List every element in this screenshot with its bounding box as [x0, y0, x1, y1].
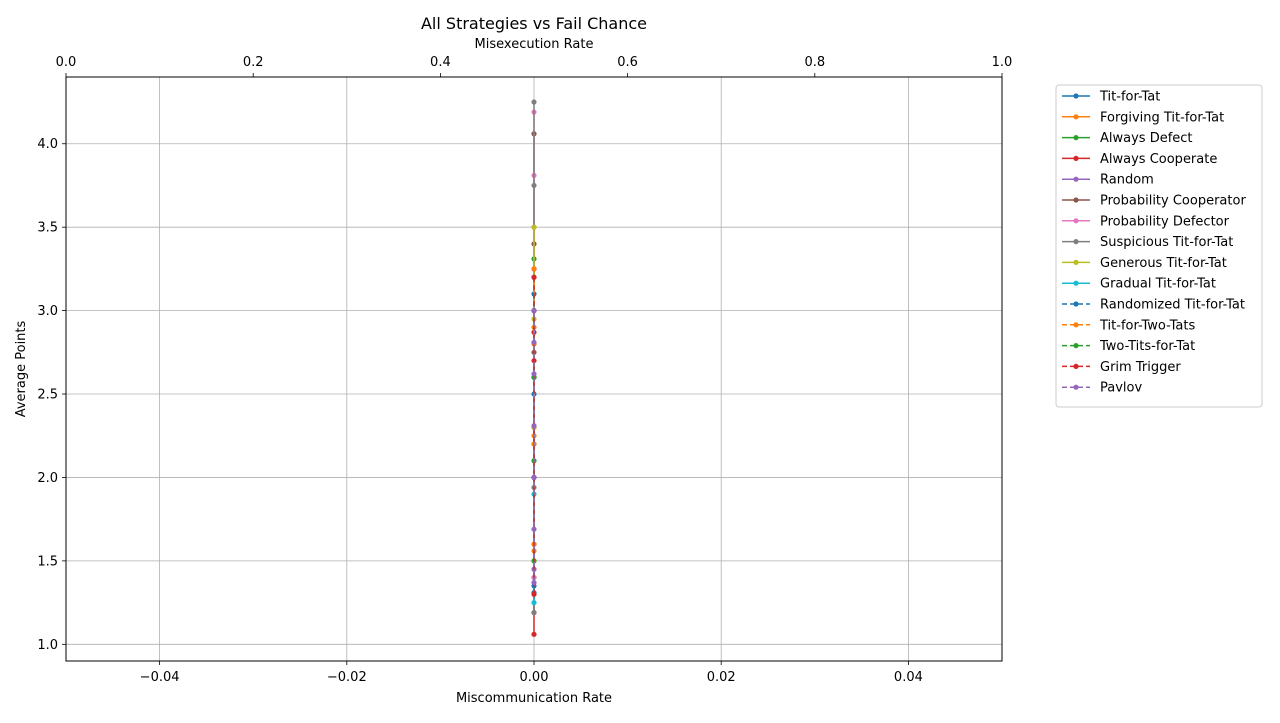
y-tick-label: 4.0 — [37, 137, 58, 152]
legend-label: Pavlov — [1100, 381, 1142, 396]
legend-item: Randomized Tit-for-Tat — [1062, 298, 1245, 313]
legend-item: Always Defect — [1062, 131, 1193, 146]
legend-marker — [1073, 343, 1079, 349]
legend-item: Two-Tits-for-Tat — [1062, 339, 1195, 354]
legend-item: Pavlov — [1062, 381, 1142, 396]
legend-marker — [1073, 363, 1079, 369]
legend-marker — [1073, 384, 1079, 390]
legend-label: Randomized Tit-for-Tat — [1100, 298, 1245, 313]
legend-label: Tit-for-Tat — [1099, 90, 1160, 105]
legend-marker — [1073, 239, 1079, 245]
legend-marker — [1073, 301, 1079, 307]
legend-label: Probability Cooperator — [1100, 194, 1246, 209]
legend-item: Generous Tit-for-Tat — [1062, 256, 1227, 271]
y-tick-label: 3.5 — [37, 221, 58, 236]
legend-marker — [1073, 259, 1079, 265]
ticks: −0.04 −0.02 0.00 0.02 0.04 0.0 0.2 0.4 0.6 0.8 1.0… — [37, 55, 1012, 685]
legend-marker — [1073, 176, 1079, 182]
legend-item: Always Cooperate — [1062, 152, 1217, 167]
top-axis-tick-label: 1.0 — [992, 55, 1013, 70]
data-point — [531, 631, 537, 637]
y-tick-label: 3.0 — [37, 304, 58, 319]
legend-item: Forgiving Tit-for-Tat — [1062, 110, 1224, 125]
data-point — [531, 579, 537, 586]
x-tick-label: 0.00 — [520, 670, 549, 685]
legend-marker — [1073, 114, 1079, 120]
y-tick-label: 2.0 — [37, 471, 58, 486]
legend-item: Random — [1062, 173, 1154, 188]
legend-item: Suspicious Tit-for-Tat — [1062, 235, 1233, 250]
data-point — [531, 423, 537, 429]
legend-label: Random — [1100, 173, 1154, 188]
data-point — [531, 339, 537, 345]
data-point — [531, 371, 537, 377]
legend-item: Grim Trigger — [1062, 360, 1181, 375]
x-axis-title: Miscommunication Rate — [456, 691, 612, 706]
x-tick-label: 0.02 — [707, 670, 736, 685]
data-point — [531, 308, 537, 314]
top-axis-tick-label: 0.4 — [430, 55, 451, 70]
legend-marker — [1073, 197, 1079, 203]
y-tick-label: 2.5 — [37, 388, 58, 403]
data-point — [531, 182, 537, 189]
series-layer — [531, 99, 537, 637]
data-point — [531, 266, 537, 272]
top-axis-tick-label: 0.6 — [617, 55, 638, 70]
legend-marker — [1073, 135, 1079, 141]
data-point — [531, 224, 537, 230]
y-tick-label: 1.0 — [37, 638, 58, 653]
legend-item: Probability Defector — [1062, 214, 1230, 229]
y-axis-title: Average Points — [14, 320, 29, 417]
data-point — [531, 600, 537, 606]
legend-item: Tit-for-Tat — [1062, 90, 1160, 105]
legend-label: Probability Defector — [1100, 214, 1230, 229]
y-tick-label: 1.5 — [37, 554, 58, 569]
legend-label: Always Defect — [1100, 131, 1193, 146]
legend-label: Tit-for-Two-Tats — [1099, 318, 1195, 333]
legend-label: Forgiving Tit-for-Tat — [1100, 110, 1224, 125]
x-tick-label: −0.02 — [327, 670, 367, 685]
series-pavlov — [531, 308, 537, 586]
legend-label: Two-Tits-for-Tat — [1099, 339, 1195, 354]
legend-label: Always Cooperate — [1100, 152, 1217, 167]
chart-title: All Strategies vs Fail Chance — [421, 14, 647, 33]
data-point — [531, 591, 537, 597]
top-axis-title: Misexecution Rate — [475, 37, 594, 52]
data-point — [531, 99, 537, 105]
legend-label: Gradual Tit-for-Tat — [1100, 277, 1216, 292]
legend-label: Generous Tit-for-Tat — [1100, 256, 1227, 271]
legend-item: Probability Cooperator — [1062, 194, 1246, 209]
legend: Tit-for-Tat Forgiving Tit-for-Tat Always D… — [1055, 84, 1263, 408]
top-axis-tick-label: 0.2 — [243, 55, 264, 70]
legend-marker — [1073, 155, 1079, 161]
legend-label: Grim Trigger — [1100, 360, 1181, 375]
data-point — [531, 526, 537, 532]
top-axis-tick-label: 0.0 — [56, 55, 77, 70]
data-point — [531, 610, 537, 616]
x-tick-label: 0.04 — [894, 670, 923, 685]
legend-marker — [1073, 280, 1079, 286]
legend-item: Tit-for-Two-Tats — [1062, 318, 1195, 333]
data-point — [531, 358, 537, 364]
legend-marker — [1073, 322, 1079, 328]
top-axis-tick-label: 0.8 — [804, 55, 825, 70]
data-point — [531, 474, 537, 481]
data-point — [531, 274, 537, 280]
legend-item: Gradual Tit-for-Tat — [1062, 277, 1216, 292]
legend-marker — [1073, 93, 1079, 99]
legend-label: Suspicious Tit-for-Tat — [1100, 235, 1233, 250]
legend-box — [1055, 84, 1263, 408]
x-tick-label: −0.04 — [140, 670, 180, 685]
legend-marker — [1073, 218, 1079, 224]
